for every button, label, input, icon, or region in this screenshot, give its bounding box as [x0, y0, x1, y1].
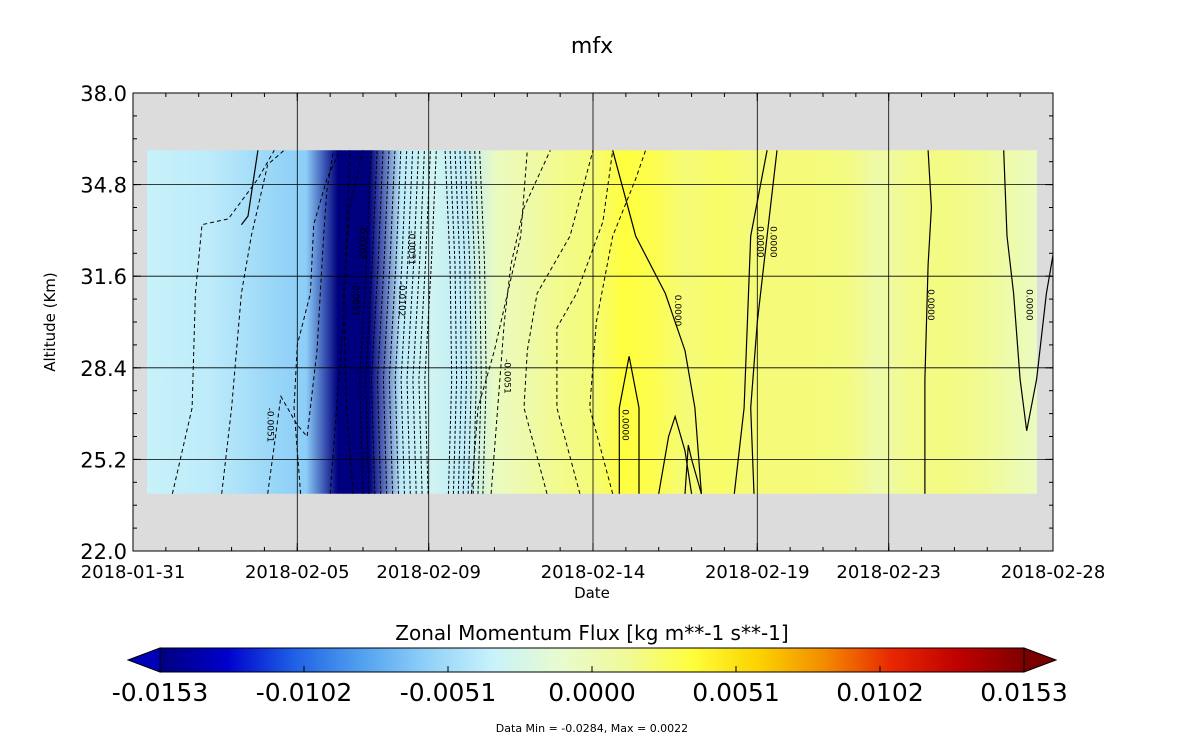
contour-line-negative: [365, 150, 378, 494]
contour-line-zero: [1003, 150, 1053, 431]
contour-line-negative: [418, 150, 431, 494]
contour-line-negative: [589, 150, 647, 494]
y-axis-label: Altitude (Km): [41, 272, 59, 372]
contour-line-negative: [412, 150, 425, 494]
colorbar-tick-label: 0.0051: [692, 678, 779, 707]
colorbar-tick-label: 0.0153: [980, 678, 1067, 707]
x-tick-label: 2018-02-09: [376, 562, 481, 583]
contour-line-negative: [470, 150, 528, 494]
plot-frame: [132, 92, 1054, 552]
contour-label: -0.0051: [406, 230, 416, 265]
x-tick-label: 2018-02-05: [245, 562, 350, 583]
contour-label: -0.0102: [396, 282, 406, 317]
contour-line-zero: [733, 150, 768, 494]
x-tick-label: 2018-02-28: [1001, 562, 1106, 583]
contour-line-negative: [342, 150, 364, 494]
contour-label: 0.0000: [925, 289, 935, 321]
colorbar-tick-label: -0.0102: [256, 678, 353, 707]
colorbar-tick-label: -0.0051: [400, 678, 497, 707]
y-tick-label: 34.8: [80, 174, 127, 198]
contour-label: 0.0000: [620, 409, 630, 441]
x-axis-label: Date: [574, 584, 610, 602]
contour-line-negative: [464, 150, 472, 494]
contour-label: 0.0000: [1024, 289, 1034, 321]
chart-title: mfx: [571, 34, 613, 59]
y-tick-label: 25.2: [80, 448, 127, 472]
contour-label: 0.0000: [767, 226, 777, 258]
colorbar-tick-label: 0.0000: [548, 678, 635, 707]
y-tick-label: 31.6: [80, 265, 127, 289]
contour-label: 0.0000: [672, 295, 682, 327]
contour-line-negative: [370, 150, 384, 494]
contour-lines: [171, 149, 1053, 494]
contour-line-zero: [618, 356, 640, 494]
colorbar-tick-label: -0.0153: [112, 678, 209, 707]
contour-line-negative: [444, 150, 453, 494]
colorbar-extend-max: [1023, 647, 1058, 673]
contour-line-negative: [469, 150, 477, 494]
colorbar-label: Zonal Momentum Flux [kg m**-1 s**-1]: [395, 621, 788, 645]
contour-line-negative: [400, 150, 414, 494]
contour-line-negative: [556, 150, 614, 494]
colorbar-extend-min: [126, 647, 161, 673]
heatmap-field: [147, 150, 1037, 494]
colorbar-ticks: -0.0153 -0.0102 -0.0051 0.0000 0.0051 0.0102 0…: [112, 666, 1068, 707]
y-tick-label: 38.0: [80, 82, 127, 106]
y-tick-label: 22.0: [80, 540, 127, 564]
contour-line-negative: [359, 150, 372, 494]
contour-line-zero: [924, 150, 933, 494]
y-axis-ticks: 22.0 25.2 28.4 31.6 34.8 38.0: [80, 82, 1053, 564]
contour-label: -0.0102: [357, 224, 367, 259]
contour-line-negative: [267, 150, 334, 494]
y-tick-label: 28.4: [80, 357, 127, 381]
colorbar-tick-label: 0.0102: [836, 678, 923, 707]
contour-line-negative: [490, 150, 551, 494]
x-axis-ticks: 2018-01-31 2018-02-05 2018-02-09 2018-02-14…: [81, 93, 1106, 583]
x-tick-label: 2018-02-14: [541, 562, 646, 583]
contour-line-negative: [293, 150, 341, 494]
x-tick-label: 2018-01-31: [81, 562, 186, 583]
contour-line-negative: [394, 150, 408, 494]
contour-line-negative: [424, 150, 437, 494]
contour-line-negative: [449, 150, 458, 494]
contour-line-negative: [382, 150, 396, 494]
contour-label: -0.0051: [265, 408, 275, 443]
grid-lines: [133, 93, 1053, 551]
contour-line-negative: [479, 150, 487, 494]
contour-label: 0.0000: [754, 226, 764, 258]
contour-label: -0.0051: [350, 282, 360, 317]
contour-line-negative: [459, 150, 468, 494]
contour-line-negative: [474, 150, 482, 494]
contour-line-negative: [221, 149, 285, 494]
contour-labels: -0.0051 -0.0102 -0.0051 -0.0102 -0.0051 -0.00…: [265, 224, 1034, 442]
x-tick-label: 2018-02-19: [705, 562, 810, 583]
contour-line-zero: [684, 444, 702, 494]
contour-line-negative: [388, 150, 402, 494]
data-range-footer: Data Min = -0.0284, Max = 0.0022: [495, 722, 689, 735]
contour-line-negative: [376, 150, 390, 494]
contour-line-negative: [523, 150, 594, 494]
contour-line-zero: [612, 150, 702, 494]
contour-line-zero: [240, 150, 259, 226]
contour-line-negative: [454, 150, 463, 494]
contour-label: -0.0051: [501, 359, 511, 394]
x-tick-label: 2018-02-23: [836, 562, 941, 583]
contour-line-negative: [406, 150, 419, 494]
contour-line-negative: [329, 150, 351, 494]
